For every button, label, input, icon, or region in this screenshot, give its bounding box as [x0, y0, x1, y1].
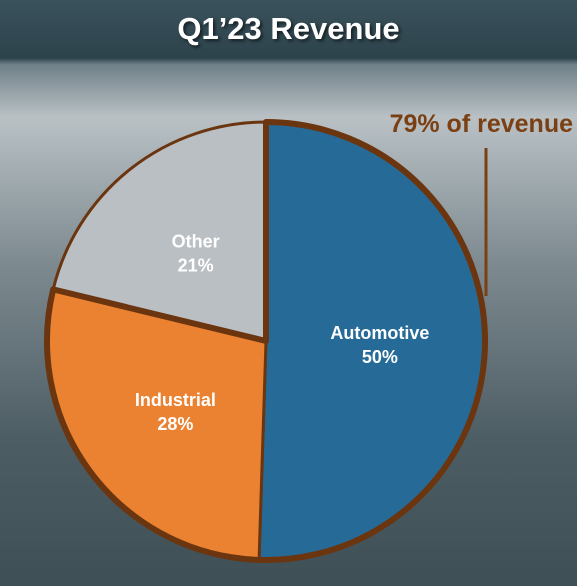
slice-value-automotive: 50%	[362, 347, 398, 367]
pie-slice-other	[51, 120, 268, 343]
slice-value-other: 21%	[178, 255, 214, 275]
slice-label-other: Other	[172, 231, 220, 251]
slice-label-industrial: Industrial	[135, 390, 216, 410]
slice-value-industrial: 28%	[157, 414, 193, 434]
slice-label-automotive: Automotive	[330, 323, 429, 343]
highlight-annotation: 79% of revenue	[389, 110, 573, 138]
highlight-outline	[44, 119, 488, 563]
chart-title: Q1’23 Revenue	[177, 11, 400, 46]
chart-title-bar: Q1’23 Revenue	[0, 0, 577, 58]
